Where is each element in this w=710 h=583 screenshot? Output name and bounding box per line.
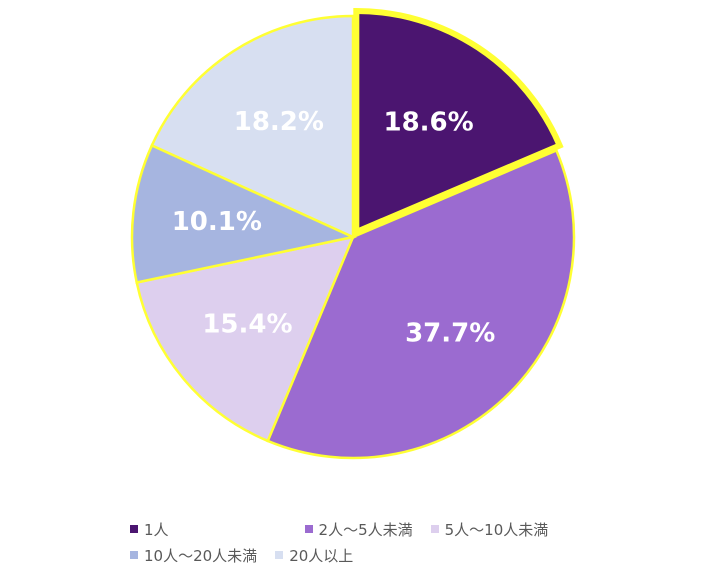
legend-label: 10人～20人未満: [144, 546, 258, 565]
legend-swatch: [304, 525, 313, 533]
legend: 1人 2人～5人未満 5人～10人未満 10人～20人未満 20人以上: [130, 516, 650, 568]
slice-value-label-3: 15.4%: [202, 309, 292, 339]
legend-item-3: 5人～10人未満: [430, 519, 549, 540]
legend-item-5: 20人以上: [275, 545, 353, 566]
legend-item-1: 1人: [130, 519, 169, 540]
legend-label: 2人～5人未満: [318, 520, 413, 539]
pie-slice-4: [130, 143, 357, 284]
legend-swatch: [130, 525, 138, 533]
legend-item-4: 10人～20人未満: [130, 545, 257, 566]
pie-slice-1: [353, 7, 564, 237]
slice-value-label-4: 10.1%: [172, 207, 262, 237]
legend-row-1: 1人 2人～5人未満 5人～10人未満: [130, 516, 650, 542]
legend-swatch: [130, 551, 138, 559]
legend-swatch: [430, 525, 439, 533]
slice-value-label-1: 18.6%: [383, 108, 473, 138]
pie-slice-5: [150, 14, 355, 239]
legend-row-2: 10人～20人未満 20人以上: [130, 542, 650, 568]
legend-label: 1人: [144, 520, 169, 539]
legend-item-2: 2人～5人未満: [304, 519, 413, 540]
pie-slice-2: [266, 148, 576, 460]
slice-value-label-2: 37.7%: [405, 319, 495, 349]
legend-swatch: [275, 551, 284, 559]
slice-value-label-5: 18.2%: [234, 107, 324, 137]
pie-slice-3: [135, 235, 356, 443]
legend-label: 5人～10人未満: [444, 520, 549, 539]
legend-label: 20人以上: [289, 546, 354, 565]
